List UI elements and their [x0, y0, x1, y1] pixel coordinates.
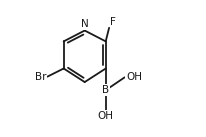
- Text: F: F: [110, 17, 116, 27]
- Text: B: B: [102, 85, 109, 95]
- Text: Br: Br: [35, 72, 46, 82]
- Text: OH: OH: [126, 72, 142, 82]
- Text: N: N: [81, 19, 89, 29]
- Text: OH: OH: [98, 111, 114, 121]
